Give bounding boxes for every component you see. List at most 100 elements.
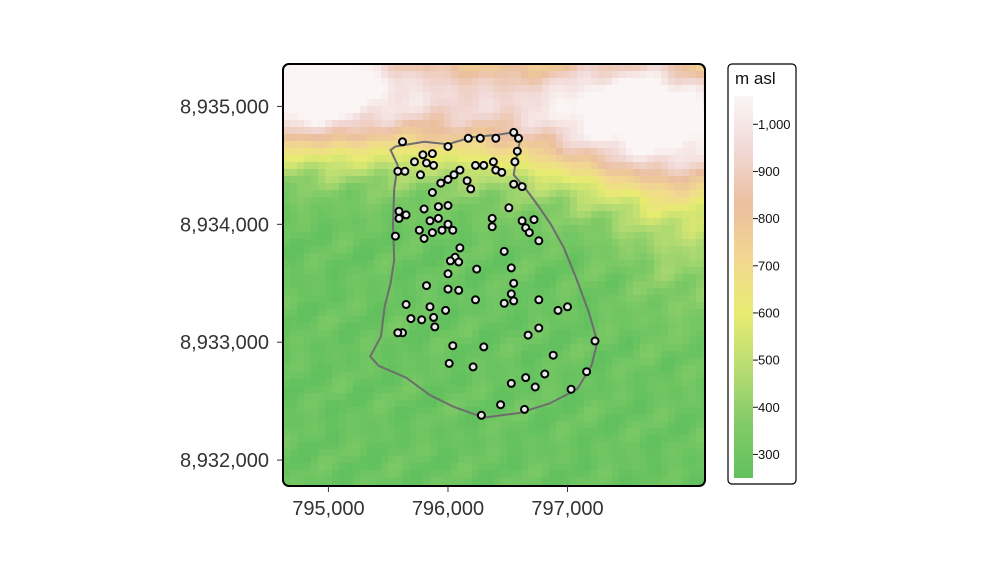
- raster-cell: [689, 344, 697, 352]
- raster-cell: [325, 470, 333, 478]
- raster-cell: [584, 330, 592, 338]
- raster-cell: [332, 414, 340, 422]
- raster-cell: [598, 442, 606, 450]
- raster-cell: [444, 470, 452, 478]
- raster-cell: [500, 239, 508, 247]
- raster-cell: [290, 232, 298, 240]
- raster-cell: [605, 428, 613, 436]
- raster-cell: [633, 323, 641, 331]
- raster-cell: [661, 316, 669, 324]
- raster-cell: [318, 316, 326, 324]
- raster-cell: [381, 463, 389, 471]
- raster-cell: [374, 106, 382, 114]
- raster-cell: [346, 470, 354, 478]
- raster-cell: [612, 428, 620, 436]
- raster-cell: [619, 400, 627, 408]
- raster-cell: [283, 141, 291, 149]
- raster-cell: [500, 92, 508, 100]
- raster-cell: [318, 407, 326, 415]
- raster-cell: [409, 85, 417, 93]
- raster-cell: [647, 197, 655, 205]
- raster-cell: [458, 218, 466, 226]
- raster-cell: [283, 323, 291, 331]
- raster-cell: [353, 435, 361, 443]
- raster-cell: [353, 218, 361, 226]
- raster-cell: [283, 190, 291, 198]
- raster-cell: [647, 316, 655, 324]
- raster-cell: [304, 330, 312, 338]
- raster-cell: [640, 414, 648, 422]
- raster-cell: [682, 183, 690, 191]
- raster-cell: [416, 183, 424, 191]
- raster-cell: [521, 148, 529, 156]
- raster-cell: [605, 218, 613, 226]
- raster-cell: [605, 113, 613, 121]
- raster-cell: [451, 449, 459, 457]
- raster-cell: [437, 372, 445, 380]
- sample-point: [590, 336, 600, 346]
- raster-cell: [465, 463, 473, 471]
- raster-cell: [444, 337, 452, 345]
- raster-cell: [353, 316, 361, 324]
- raster-cell: [318, 379, 326, 387]
- raster-cell: [353, 92, 361, 100]
- raster-cell: [465, 428, 473, 436]
- raster-cell: [458, 344, 466, 352]
- raster-cell: [619, 281, 627, 289]
- raster-cell: [458, 295, 466, 303]
- raster-cell: [283, 456, 291, 464]
- raster-cell: [444, 78, 452, 86]
- raster-cell: [381, 225, 389, 233]
- raster-cell: [430, 141, 438, 149]
- raster-cell: [626, 379, 634, 387]
- raster-cell: [563, 421, 571, 429]
- raster-cell: [360, 288, 368, 296]
- raster-cell: [528, 435, 536, 443]
- raster-cell: [325, 414, 333, 422]
- raster-cell: [507, 435, 515, 443]
- raster-cell: [472, 274, 480, 282]
- raster-cell: [479, 337, 487, 345]
- raster-cell: [451, 274, 459, 282]
- raster-cell: [458, 456, 466, 464]
- raster-cell: [381, 393, 389, 401]
- raster-cell: [430, 169, 438, 177]
- raster-cell: [402, 162, 410, 170]
- raster-cell: [528, 379, 536, 387]
- raster-cell: [584, 148, 592, 156]
- raster-cell: [304, 183, 312, 191]
- raster-cell: [703, 484, 705, 486]
- raster-cell: [444, 183, 452, 191]
- raster-cell: [297, 155, 305, 163]
- raster-cell: [647, 337, 655, 345]
- raster-cell: [535, 344, 543, 352]
- raster-cell: [402, 260, 410, 268]
- raster-cell: [444, 148, 452, 156]
- raster-cell: [619, 183, 627, 191]
- raster-cell: [528, 337, 536, 345]
- raster-cell: [451, 407, 459, 415]
- raster-cell: [619, 295, 627, 303]
- raster-cell: [395, 225, 403, 233]
- raster-cell: [367, 78, 375, 86]
- raster-cell: [654, 379, 662, 387]
- raster-cell: [367, 64, 375, 72]
- raster-cell: [514, 428, 522, 436]
- raster-cell: [360, 239, 368, 247]
- raster-cell: [444, 169, 452, 177]
- raster-cell: [689, 449, 697, 457]
- raster-cell: [696, 400, 704, 408]
- raster-cell: [612, 211, 620, 219]
- raster-cell: [402, 120, 410, 128]
- sample-point: [401, 210, 411, 220]
- raster-cell: [374, 281, 382, 289]
- raster-cell: [598, 302, 606, 310]
- raster-cell: [549, 295, 557, 303]
- raster-cell: [633, 148, 641, 156]
- raster-cell: [584, 470, 592, 478]
- raster-cell: [619, 64, 627, 72]
- raster-cell: [500, 414, 508, 422]
- raster-cell: [507, 309, 515, 317]
- sample-point: [506, 378, 516, 388]
- raster-cell: [409, 358, 417, 366]
